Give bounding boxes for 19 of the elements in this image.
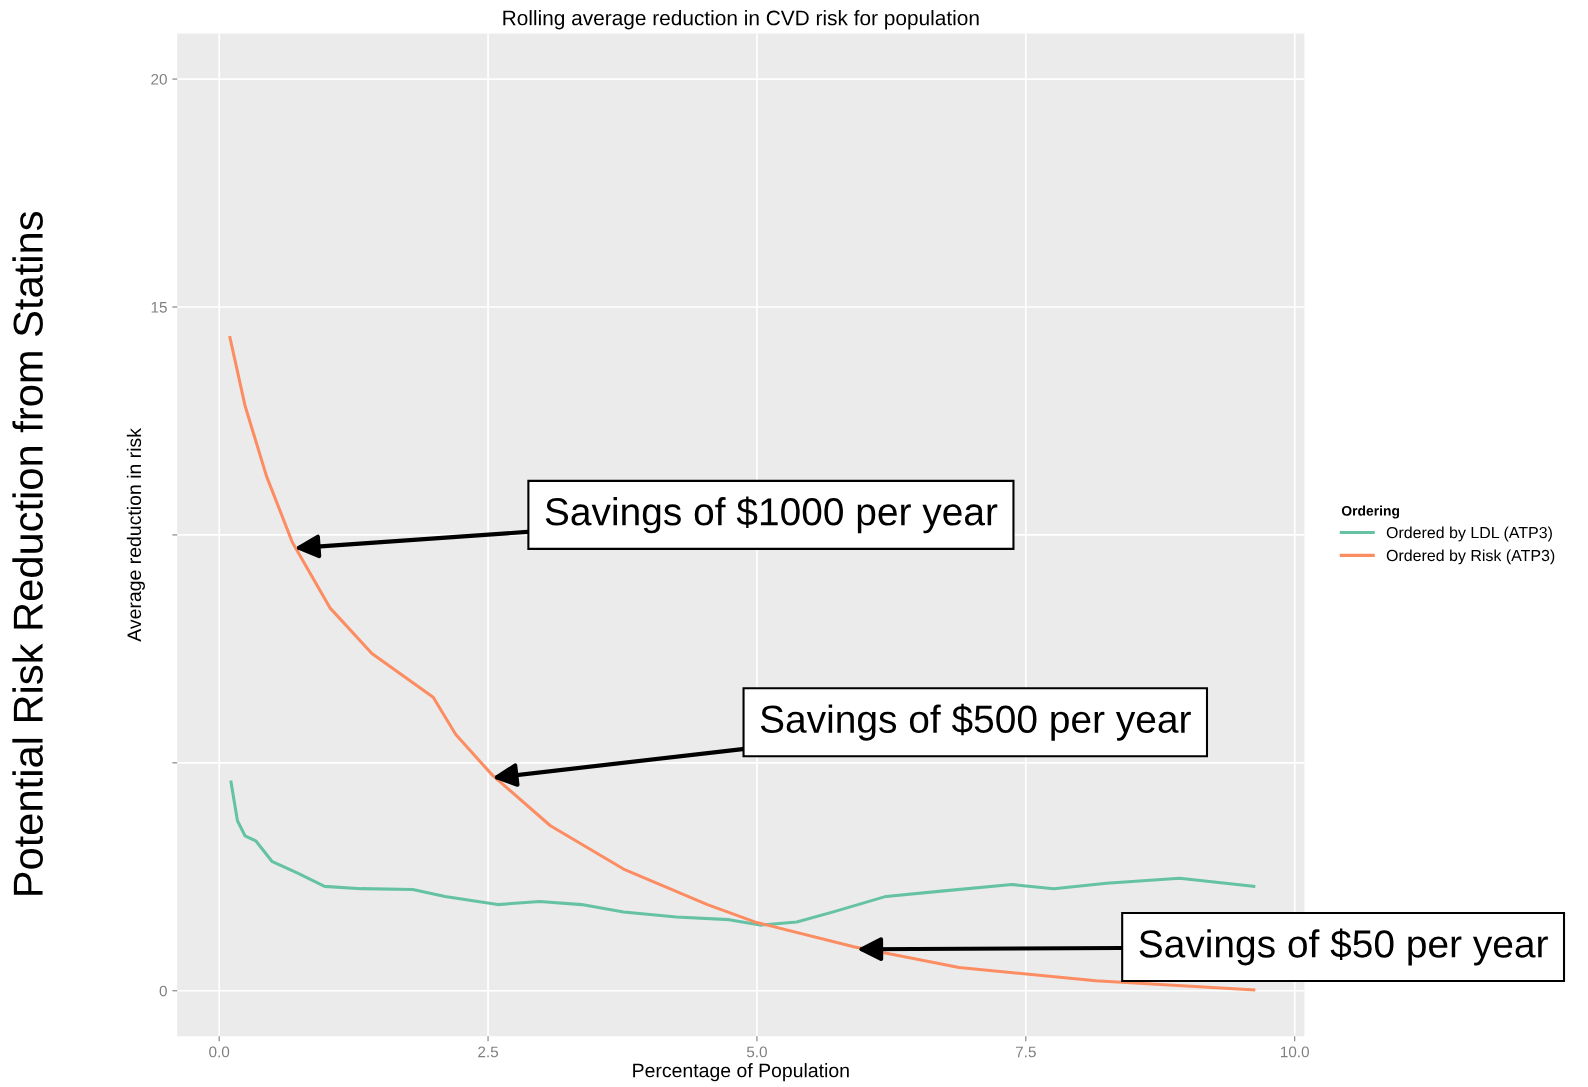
chart-title: Rolling average reduction in CVD risk for population [503, 10, 979, 30]
legend-label: Ordered by Risk (ATP3) [1386, 549, 1555, 565]
y-tick-label: 20 [151, 73, 167, 85]
legend-title: Ordering [1341, 505, 1400, 519]
x-tick-label: 0.0 [209, 1046, 230, 1058]
annotation: Savings of $50 per year [1139, 928, 1548, 966]
x-tick-label: 10.0 [1281, 1046, 1309, 1058]
line-series [229, 780, 1256, 927]
x-axis-title: Percentage of Population [633, 1063, 849, 1082]
legend-label: Ordered by LDL (ATP3) [1386, 526, 1552, 542]
x-tick-label: 7.5 [1015, 1046, 1036, 1058]
x-tick-label: 5.0 [746, 1046, 767, 1058]
x-tick-label: 2.5 [478, 1046, 499, 1058]
y-axis-title: Average reduction in risk [126, 428, 145, 642]
text: Potential Risk Reduction from Statins [12, 211, 43, 895]
annotation: Savings of $500 per year [760, 703, 1191, 741]
annotation: Savings of $1000 per year [545, 496, 998, 534]
y-tick-label: 15 [151, 302, 167, 313]
y-tick-label: 0 [159, 985, 167, 997]
